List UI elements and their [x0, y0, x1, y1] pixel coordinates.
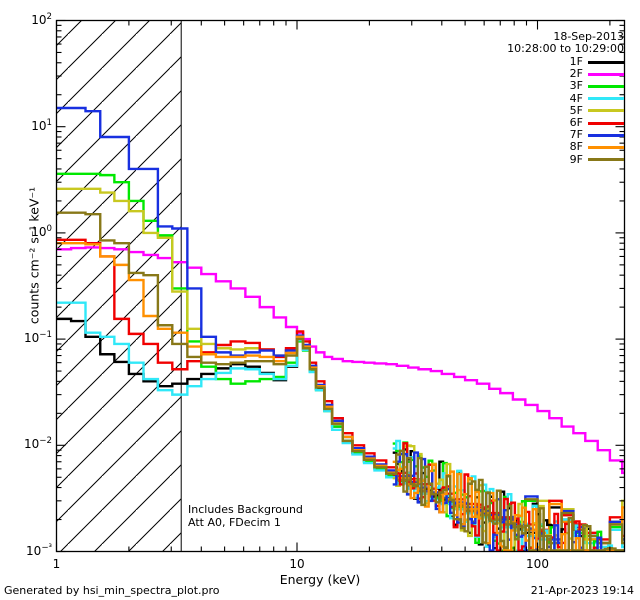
y-tick-label: 100 — [31, 223, 52, 239]
legend-item-1f: 1F — [569, 55, 624, 68]
legend-item-label: 5F — [569, 103, 583, 117]
legend-color-swatch — [588, 145, 624, 149]
legend-time-range: 10:28:00 to 10:29:00 — [507, 42, 624, 55]
legend-color-swatch — [588, 158, 624, 162]
legend: 1F 2F 3F 4F 5F 6F 7F 8F 9F — [569, 55, 624, 166]
x-tick-label: 100 — [526, 556, 549, 571]
legend-item-label: 1F — [569, 55, 583, 68]
legend-date: 18-Sep-2013 — [553, 30, 624, 43]
axis-ticks — [55, 19, 625, 553]
legend-color-swatch — [588, 133, 624, 137]
clip-left — [0, 0, 57, 600]
legend-color-swatch — [588, 109, 624, 113]
clip-bottom — [0, 552, 640, 600]
legend-color-swatch — [588, 121, 624, 125]
legend-item-label: 3F — [569, 79, 583, 93]
y-tick-label: 10−1 — [24, 330, 52, 346]
legend-item-5f: 5F — [569, 103, 624, 117]
x-tick-label: 1 — [52, 556, 61, 571]
legend-color-swatch — [588, 97, 624, 101]
legend-item-label: 4F — [569, 91, 583, 105]
annotation-line-2: Att A0, FDecim 1 — [188, 516, 281, 529]
legend-item-4f: 4F — [569, 91, 624, 105]
y-tick-label: 10−2 — [24, 436, 52, 452]
legend-item-3f: 3F — [570, 80, 624, 92]
legend-color-swatch — [588, 60, 624, 64]
legend-item-label: 6F — [569, 115, 583, 129]
y-tick-label: 101 — [31, 117, 52, 133]
legend-item-8f: 8F — [570, 141, 624, 153]
plot-annotation: Includes Background Att A0, FDecim 1 — [188, 503, 303, 529]
clip-right — [625, 0, 640, 600]
legend-item-9f: 9F — [569, 152, 624, 166]
x-axis-label: Energy (keV) — [279, 572, 361, 587]
legend-item-label: 2F — [569, 67, 583, 81]
x-tick-label: 10 — [289, 556, 305, 571]
annotation-line-1: Includes Background — [188, 503, 303, 516]
legend-item-2f: 2F — [569, 67, 624, 81]
y-axis-label-text: counts cm⁻² s⁻¹ keV⁻¹ — [26, 186, 42, 325]
y-axis-label: counts cm⁻² s⁻¹ keV⁻¹ — [27, 126, 42, 386]
clip-top — [0, 0, 640, 21]
high-energy-noise-group — [392, 439, 625, 552]
footer-timestamp: 21-Apr-2023 19:14 — [530, 584, 634, 597]
legend-item-label: 7F — [569, 128, 583, 142]
legend-item-6f: 6F — [569, 115, 624, 129]
hatched-exclusion-region — [56, 20, 182, 552]
series-noise-9f — [392, 449, 625, 552]
legend-color-swatch — [588, 84, 624, 88]
y-tick-label: 10−³ — [26, 542, 52, 558]
footer-generated-by: Generated by hsi_min_spectra_plot.pro — [4, 584, 220, 597]
plot-frame — [55, 19, 626, 553]
y-tick-label: 102 — [31, 11, 52, 27]
legend-item-label: 9F — [569, 152, 583, 166]
legend-color-swatch — [588, 72, 624, 76]
legend-item-7f: 7F — [569, 128, 624, 142]
legend-item-label: 8F — [569, 140, 583, 154]
